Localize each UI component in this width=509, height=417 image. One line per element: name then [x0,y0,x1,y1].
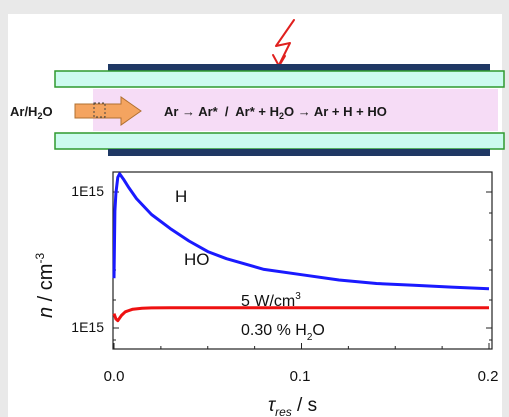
reaction-equation: Ar → Ar* / Ar* + H2O → Ar + H + HO [164,104,387,121]
x-tick-label-2: 0.2 [478,368,499,385]
series-layer [112,172,490,323]
series-line-h [112,172,490,291]
x-axis [113,343,490,349]
series-label-h: H [175,187,187,206]
y-tick-label-lower: 1E15 [71,319,104,335]
tube-wall-bottom [54,132,505,150]
density-chart: 1E15 1E15 0.0 0.1 0.2 τres / s n / cm-3 … [33,171,499,417]
x-tick-label-0: 0.0 [104,368,125,385]
x-axis-label: τres / s [268,395,317,417]
plasma-zone [93,89,498,131]
series-label-ho: HO [184,250,210,269]
bottom-electrode [108,149,490,156]
y-tick-label-upper: 1E15 [71,183,104,199]
power-annotation: 5 W/cm3 [241,291,301,310]
flow-arrow-icon [74,96,142,126]
concentration-annotation: 0.30 % H2O [241,322,325,343]
reactor-scheme: Ar/H2O Ar → Ar* / Ar* + H2O → Ar + H + H… [10,19,505,156]
series-line-ho [112,306,489,323]
y-axis-label: n / cm-3 [33,253,57,318]
tube-wall-top [54,70,505,88]
inlet-label: Ar/H2O [10,104,53,121]
cursor-box-icon [93,102,106,118]
x-tick-label-1: 0.1 [290,368,311,385]
top-electrode [108,64,490,71]
